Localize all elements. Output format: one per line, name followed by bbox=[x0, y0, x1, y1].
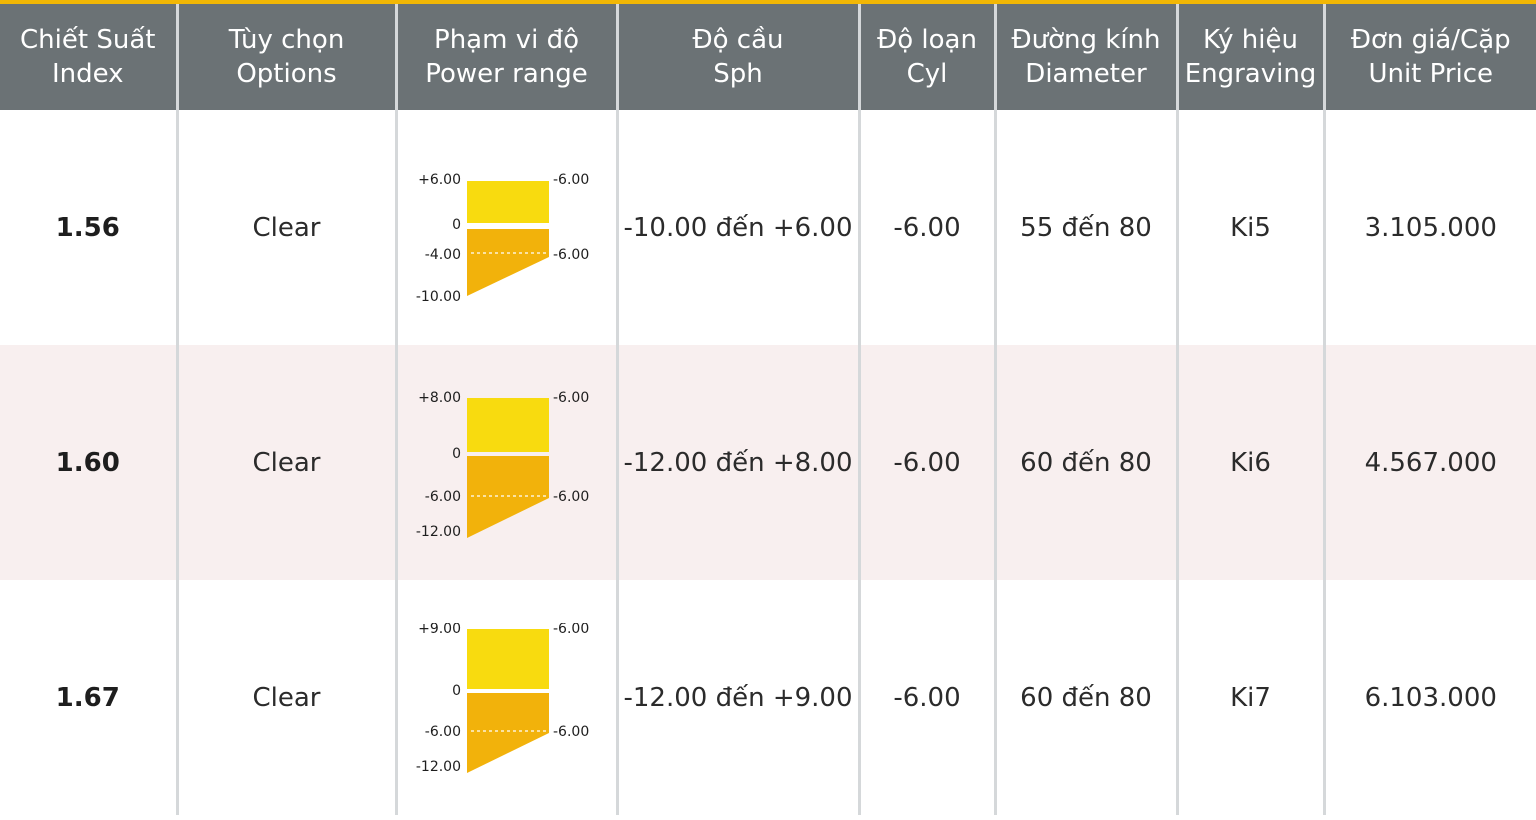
label-min: -10.00 bbox=[415, 289, 460, 303]
cell-diameter: 55 đến 80 bbox=[993, 110, 1177, 345]
power-range-diagram: +8.00 0 -6.00 -12.00 -6.00 -6.00 bbox=[415, 390, 589, 538]
cell-index: 1.60 bbox=[0, 345, 177, 580]
cell-power-range: +9.00 0 -6.00 -12.00 -6.00 -6.00 bbox=[394, 580, 617, 815]
cell-cyl: -6.00 bbox=[857, 110, 995, 345]
cell-price: 4.567.000 bbox=[1322, 345, 1536, 580]
cell-price: 3.105.000 bbox=[1322, 110, 1536, 345]
cell-sph: -12.00 đến +8.00 bbox=[615, 345, 859, 580]
header-options: Tùy chọn Options bbox=[175, 4, 396, 110]
cell-sph: -10.00 đến +6.00 bbox=[615, 110, 859, 345]
cell-cyl: -6.00 bbox=[857, 580, 995, 815]
cell-engraving: Ki6 bbox=[1175, 345, 1324, 580]
power-range-diagram: +6.00 0 -4.00 -10.00 -6.00 -6.00 bbox=[415, 172, 589, 303]
power-range-diagram: +9.00 0 -6.00 -12.00 -6.00 -6.00 bbox=[415, 623, 589, 773]
header-index: Chiết Suất Index bbox=[0, 4, 177, 110]
cell-option: Clear bbox=[175, 110, 396, 345]
header-engraving: Ký hiệu Engraving bbox=[1175, 4, 1324, 110]
header-power-range: Phạm vi độ Power range bbox=[394, 4, 617, 110]
cell-power-range: +8.00 0 -6.00 -12.00 -6.00 -6.00 bbox=[394, 345, 617, 580]
minus-zone bbox=[466, 455, 549, 538]
table-row: 1.56 Clear +6.00 0 -4.00 -10.00 -6.00 -6… bbox=[0, 110, 1536, 345]
table-row: 1.60 Clear +8.00 0 -6.00 -12.00 -6.00 -6… bbox=[0, 345, 1536, 580]
plus-zone bbox=[466, 628, 549, 689]
cell-option: Clear bbox=[175, 345, 396, 580]
label-plus: +6.00 bbox=[418, 172, 461, 188]
header-sph: Độ cầu Sph bbox=[615, 4, 859, 110]
cell-option: Clear bbox=[175, 580, 396, 815]
minus-zone bbox=[466, 692, 549, 773]
label-cyl-mid: -6.00 bbox=[553, 247, 589, 263]
plus-zone bbox=[466, 397, 549, 452]
cell-index: 1.56 bbox=[55, 212, 120, 243]
table-row: 1.67 Clear +9.00 0 -6.00 -12.00 -6.00 -6… bbox=[0, 580, 1536, 815]
label-min: -12.00 bbox=[415, 759, 460, 773]
label-mid: -6.00 bbox=[424, 724, 460, 740]
cell-cyl: -6.00 bbox=[857, 345, 995, 580]
cell-index: 1.67 bbox=[55, 682, 120, 713]
label-min: -12.00 bbox=[415, 524, 460, 538]
header-unit-price: Đơn giá/Cặp Unit Price bbox=[1322, 4, 1536, 110]
cell-price: 6.103.000 bbox=[1322, 580, 1536, 815]
cell-sph: -12.00 đến +9.00 bbox=[615, 580, 859, 815]
label-cyl-top: -6.00 bbox=[553, 172, 589, 188]
label-plus: +8.00 bbox=[418, 390, 461, 406]
header-diameter: Đường kính Diameter bbox=[993, 4, 1177, 110]
label-plus: +9.00 bbox=[418, 623, 461, 637]
lens-price-table: Chiết Suất Index Tùy chọn Options Phạm vi … bbox=[0, 4, 1536, 815]
cell-power-range: +6.00 0 -4.00 -10.00 -6.00 -6.00 bbox=[394, 110, 617, 345]
minus-zone bbox=[466, 228, 549, 296]
label-cyl-top: -6.00 bbox=[553, 623, 589, 637]
cell-diameter: 60 đến 80 bbox=[993, 580, 1177, 815]
label-cyl-mid: -6.00 bbox=[553, 489, 589, 505]
top-accent-line bbox=[0, 0, 1536, 4]
label-cyl-mid: -6.00 bbox=[553, 724, 589, 740]
label-zero: 0 bbox=[452, 683, 461, 699]
label-zero: 0 bbox=[452, 446, 461, 462]
cell-engraving: Ki5 bbox=[1175, 110, 1324, 345]
cell-diameter: 60 đến 80 bbox=[993, 345, 1177, 580]
label-mid: -4.00 bbox=[424, 247, 460, 263]
label-mid: -6.00 bbox=[424, 489, 460, 505]
label-zero: 0 bbox=[452, 217, 461, 233]
header-row: Chiết Suất Index Tùy chọn Options Phạm vi … bbox=[0, 4, 1536, 110]
cell-engraving: Ki7 bbox=[1175, 580, 1324, 815]
label-cyl-top: -6.00 bbox=[553, 390, 589, 406]
header-cyl: Độ loạn Cyl bbox=[857, 4, 995, 110]
plus-zone bbox=[466, 180, 549, 223]
